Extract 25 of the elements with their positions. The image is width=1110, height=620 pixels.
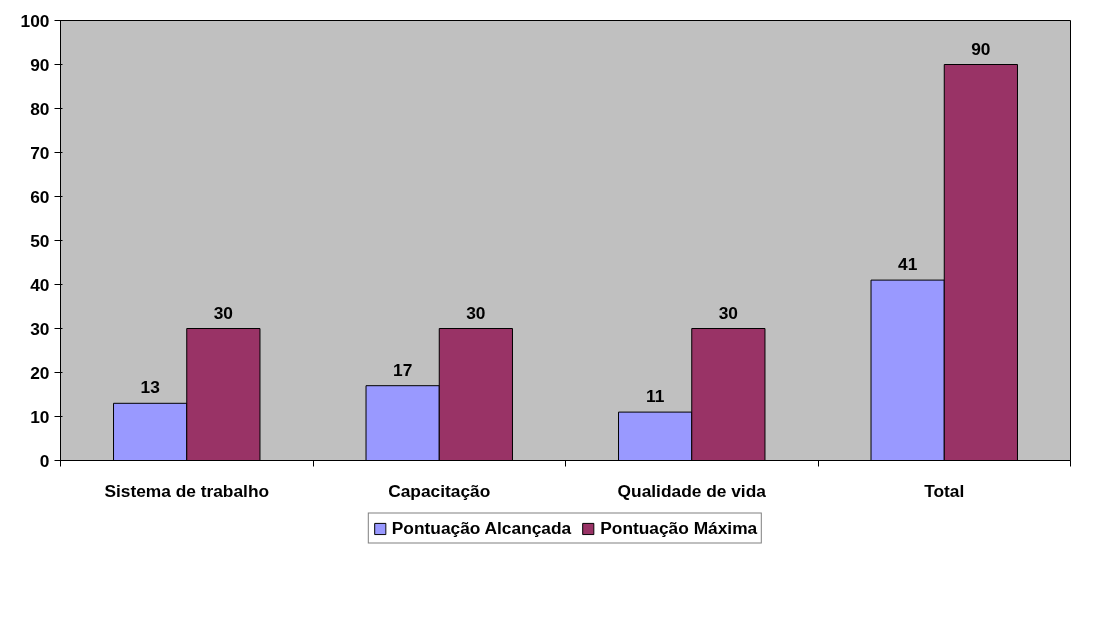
data-label: 11 bbox=[645, 386, 665, 407]
data-label: 17 bbox=[393, 359, 413, 380]
data-label: 30 bbox=[718, 302, 739, 323]
y-tick-label: 80 bbox=[30, 98, 50, 119]
legend-label: Pontuação Alcançada bbox=[391, 517, 572, 539]
y-tick-label: 0 bbox=[39, 450, 50, 471]
y-tick-label: 100 bbox=[20, 10, 50, 31]
y-tick-label: 40 bbox=[30, 274, 50, 295]
data-label: 30 bbox=[213, 302, 234, 323]
y-tick-label: 30 bbox=[30, 318, 50, 339]
x-tick-label: Total bbox=[924, 480, 965, 501]
data-label: 13 bbox=[140, 377, 161, 398]
x-tick-label: Capacitação bbox=[388, 480, 491, 501]
y-tick-label: 20 bbox=[30, 362, 50, 383]
y-tick-label: 60 bbox=[30, 186, 50, 207]
data-label: 41 bbox=[898, 254, 918, 275]
y-tick-label: 10 bbox=[30, 406, 50, 427]
legend-label: Pontuação Máxima bbox=[600, 517, 758, 539]
y-tick-label: 70 bbox=[30, 142, 50, 163]
data-label: 90 bbox=[971, 38, 991, 59]
y-tick-label: 90 bbox=[30, 54, 50, 75]
x-tick-label: Sistema de trabalho bbox=[104, 480, 270, 501]
data-label: 30 bbox=[466, 302, 486, 323]
y-tick-label: 50 bbox=[30, 230, 50, 251]
x-tick-label: Qualidade de vida bbox=[617, 480, 767, 501]
